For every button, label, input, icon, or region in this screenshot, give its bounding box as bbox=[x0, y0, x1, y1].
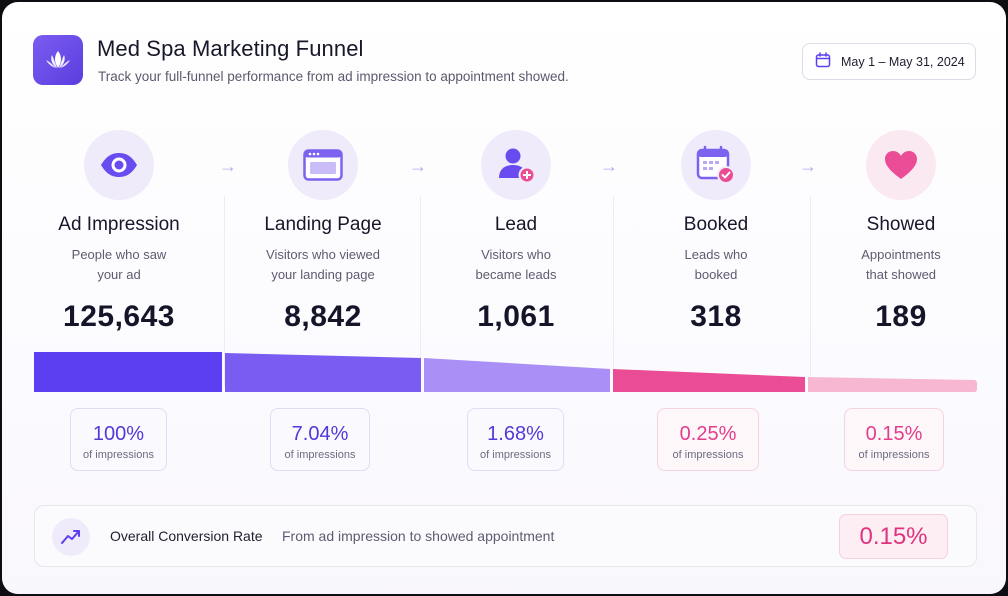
overall-conversion-panel: Overall Conversion Rate From ad impressi… bbox=[34, 505, 977, 567]
stage-percent-box: 7.04% of impressions bbox=[270, 408, 370, 471]
arrow-right-icon: → bbox=[799, 156, 817, 176]
funnel-stages: Ad Impression People who saw your ad 125… bbox=[22, 126, 990, 482]
stage-name: Showed bbox=[866, 214, 936, 235]
date-range-picker[interactable]: May 1 – May 31, 2024 bbox=[802, 43, 976, 80]
stage-percent-box: 1.68% of impressions bbox=[467, 408, 564, 471]
stage-percent-value: 0.25% bbox=[679, 423, 737, 445]
funnel-segment-booked bbox=[613, 369, 805, 392]
stage-description: Leads who booked bbox=[649, 245, 783, 285]
stage-description-line: Visitors who viewed bbox=[266, 247, 380, 262]
stage-percent-caption: of impressions bbox=[672, 449, 744, 461]
stage-description-line: People who saw bbox=[71, 247, 167, 262]
overall-conversion-description: From ad impression to showed appointment bbox=[282, 528, 555, 544]
arrow-right-icon: → bbox=[600, 156, 618, 176]
stage-name: Booked bbox=[683, 214, 749, 235]
funnel-segment-lead bbox=[424, 358, 610, 392]
stage-ad-impression: Ad Impression People who saw your ad 125… bbox=[22, 126, 216, 482]
stage-count: 318 bbox=[690, 300, 742, 333]
funnel-segment-landing-page bbox=[225, 353, 421, 392]
stage-count: 1,061 bbox=[477, 300, 555, 333]
stage-divider bbox=[420, 196, 421, 386]
funnel-segment-showed bbox=[808, 377, 977, 392]
stage-percent-value: 0.15% bbox=[865, 423, 923, 445]
stage-name: Lead bbox=[494, 214, 538, 235]
stage-description: Visitors who became leads bbox=[449, 245, 583, 285]
stage-showed: Showed Appointments that showed 189 bbox=[804, 126, 998, 482]
funnel-bar bbox=[34, 352, 977, 392]
stage-name: Landing Page bbox=[264, 214, 382, 235]
stage-divider bbox=[224, 196, 225, 386]
stage-description-line: became leads bbox=[475, 267, 557, 282]
stage-percent-box: 100% of impressions bbox=[70, 408, 167, 471]
stage-name: Ad Impression bbox=[58, 214, 180, 235]
stage-percent-value: 100% bbox=[92, 423, 145, 445]
heart-icon bbox=[866, 130, 936, 200]
stage-description-line: that showed bbox=[865, 267, 937, 282]
stage-description-line: booked bbox=[694, 267, 738, 282]
calendar-check-icon bbox=[681, 130, 751, 200]
stage-percent-caption: of impressions bbox=[83, 449, 154, 461]
stage-description-line: Appointments bbox=[861, 247, 941, 262]
stage-landing-page: Landing Page Visitors who viewed your la… bbox=[226, 126, 420, 482]
stage-count: 125,643 bbox=[63, 300, 175, 333]
page-subtitle: Track your full-funnel performance from … bbox=[98, 69, 569, 84]
stage-description-line: your ad bbox=[97, 267, 141, 282]
stage-percent-box: 0.15% of impressions bbox=[844, 408, 944, 471]
stage-description: Appointments that showed bbox=[834, 245, 968, 285]
arrow-right-icon: → bbox=[219, 156, 237, 176]
overall-conversion-label: Overall Conversion Rate bbox=[110, 528, 263, 544]
stage-divider bbox=[613, 196, 614, 386]
overall-conversion-value: 0.15% bbox=[839, 514, 948, 559]
stage-description-line: Leads who bbox=[684, 247, 748, 262]
page-title: Med Spa Marketing Funnel bbox=[97, 36, 364, 61]
lotus-icon bbox=[33, 35, 83, 85]
funnel-segment-ad-impression bbox=[34, 352, 222, 392]
stage-description-line: Visitors who bbox=[481, 247, 551, 262]
calendar-icon bbox=[815, 52, 831, 71]
date-range-label: May 1 – May 31, 2024 bbox=[841, 54, 965, 69]
browser-window-icon bbox=[288, 130, 358, 200]
stage-percent-caption: of impressions bbox=[480, 449, 551, 461]
user-add-icon bbox=[481, 130, 551, 200]
stage-booked: Booked Leads who booked 318 bbox=[619, 126, 813, 482]
trend-line-icon bbox=[52, 518, 90, 556]
stage-count: 8,842 bbox=[284, 300, 362, 333]
stage-description: People who saw your ad bbox=[52, 245, 186, 285]
stage-percent-box: 0.25% of impressions bbox=[657, 408, 759, 471]
stage-description-line: your landing page bbox=[271, 267, 375, 282]
stage-description: Visitors who viewed your landing page bbox=[256, 245, 390, 285]
eye-icon bbox=[84, 130, 154, 200]
stage-count: 189 bbox=[875, 300, 927, 333]
stage-percent-value: 7.04% bbox=[291, 423, 349, 445]
stage-divider bbox=[810, 196, 811, 386]
stage-percent-caption: of impressions bbox=[284, 449, 356, 461]
stage-lead: Lead Visitors who became leads 1,061 bbox=[419, 126, 613, 482]
stage-percent-value: 1.68% bbox=[487, 423, 544, 445]
stage-percent-caption: of impressions bbox=[858, 449, 930, 461]
arrow-right-icon: → bbox=[409, 156, 427, 176]
